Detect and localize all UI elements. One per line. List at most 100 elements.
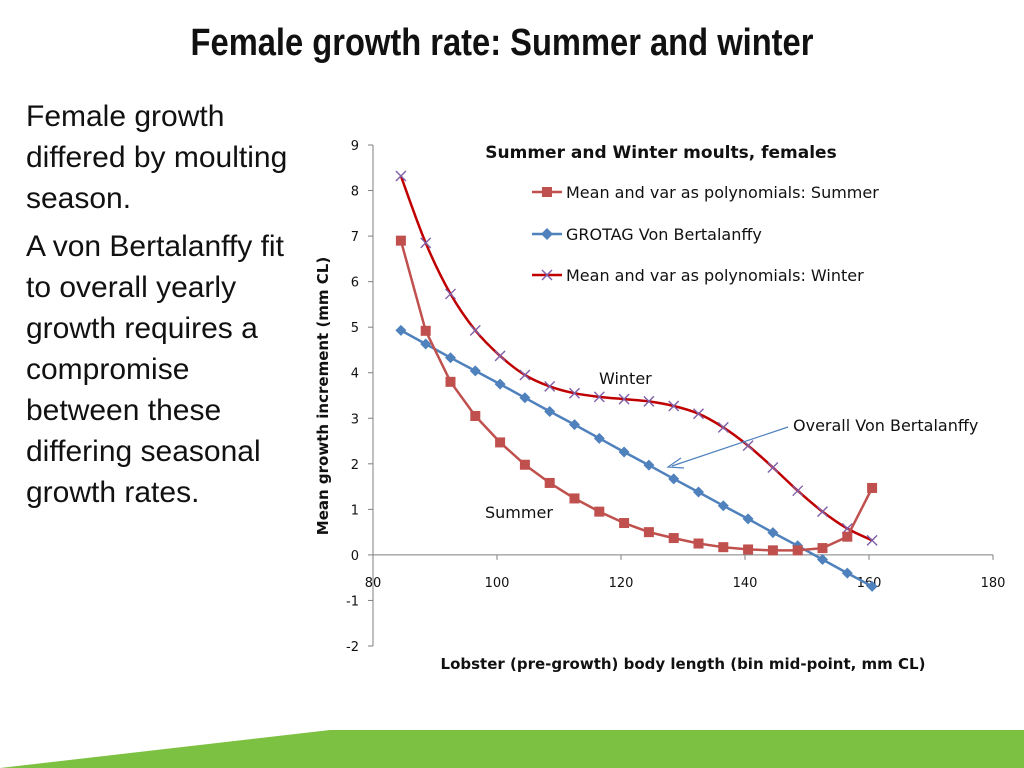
data-point-grotag <box>618 446 630 458</box>
legend-item-winter: Mean and var as polynomials: Winter <box>532 266 864 285</box>
data-point-grotag <box>395 324 407 336</box>
data-point-winter <box>792 485 804 497</box>
data-point-winter <box>469 324 481 336</box>
annotation-arrow <box>666 426 789 469</box>
data-point-grotag <box>420 338 432 350</box>
y-tick-label: 6 <box>351 276 359 291</box>
data-point-winter <box>767 461 779 473</box>
data-point-winter <box>643 395 655 407</box>
data-point-summer <box>519 459 530 470</box>
chart-title: Summer and Winter moults, females <box>485 143 836 163</box>
data-point-grotag <box>693 486 704 498</box>
x-tick-label: 80 <box>365 576 382 591</box>
x-tick-label: 120 <box>609 576 634 591</box>
data-point-summer <box>619 518 630 529</box>
y-tick-label: 4 <box>351 367 359 382</box>
data-point-grotag <box>519 392 531 404</box>
data-point-grotag <box>841 567 853 579</box>
series-line-grotag <box>400 329 873 588</box>
data-point-summer <box>792 545 803 556</box>
data-point-grotag <box>742 513 754 525</box>
data-point-grotag <box>544 405 556 417</box>
data-point-summer <box>445 376 456 387</box>
chart-axes <box>368 144 994 647</box>
legend-label-grotag: GROTAG Von Bertalanffy <box>566 225 762 244</box>
data-point-winter <box>445 288 456 300</box>
data-point-summer <box>743 544 754 555</box>
data-point-winter <box>668 400 680 412</box>
data-point-summer <box>668 533 679 544</box>
data-point-winter <box>420 237 432 249</box>
y-tick-label: -1 <box>346 594 359 609</box>
data-point-winter <box>544 380 556 392</box>
data-point-grotag <box>668 473 680 485</box>
data-point-summer <box>420 325 431 336</box>
data-point-winter <box>866 534 878 546</box>
slide-body-text: Female growth differed by moulting seaso… <box>26 96 296 520</box>
data-point-summer <box>495 437 506 448</box>
y-tick-label: 3 <box>351 412 359 427</box>
legend-label-winter: Mean and var as polynomials: Winter <box>566 266 864 285</box>
data-point-grotag <box>445 352 456 364</box>
data-point-summer <box>569 493 580 504</box>
chart-series <box>395 170 878 592</box>
data-point-winter <box>717 421 729 433</box>
x-tick-label: 140 <box>733 576 758 591</box>
data-point-summer <box>395 235 406 246</box>
annotation-overall-von-bertalanffy: Overall Von Bertalanffy <box>793 416 978 435</box>
data-point-summer <box>544 477 555 488</box>
data-point-grotag <box>767 527 779 539</box>
data-point-summer <box>842 531 853 542</box>
data-point-summer <box>470 410 481 421</box>
series-summer <box>395 235 878 556</box>
y-tick-label: 9 <box>351 139 359 154</box>
data-point-winter <box>395 170 407 182</box>
y-tick-label: 1 <box>351 503 359 518</box>
data-point-winter <box>593 391 605 403</box>
data-point-grotag <box>817 553 828 565</box>
data-point-winter <box>693 408 704 420</box>
data-point-summer <box>718 542 729 553</box>
data-point-winter <box>742 440 754 452</box>
slide-title: Female growth rate: Summer and winter <box>190 22 814 64</box>
data-point-grotag <box>569 419 580 431</box>
series-winter <box>395 170 878 546</box>
data-point-grotag <box>643 459 655 471</box>
body-paragraph-2: A von Bertalanffy fit to overall yearly … <box>26 230 284 509</box>
data-point-summer <box>643 527 654 538</box>
chart-legend: Mean and var as polynomials: Summer GROT… <box>532 183 879 285</box>
y-tick-label: 8 <box>351 185 359 200</box>
x-tick-label: 180 <box>981 576 1006 591</box>
data-point-grotag <box>717 500 729 512</box>
y-tick-label: 2 <box>351 458 359 473</box>
x-axis-label: Lobster (pre-growth) body length (bin mi… <box>441 655 926 673</box>
annotation-winter: Winter <box>599 369 652 388</box>
data-point-winter <box>519 369 531 381</box>
legend-label-summer: Mean and var as polynomials: Summer <box>566 183 879 202</box>
data-point-grotag <box>593 432 605 444</box>
legend-item-summer: Mean and var as polynomials: Summer <box>532 183 879 202</box>
body-paragraph-1: Female growth differed by moulting seaso… <box>26 100 288 215</box>
data-point-summer <box>817 543 828 554</box>
data-point-grotag <box>494 378 506 390</box>
data-point-summer <box>594 506 605 517</box>
y-tick-label: 5 <box>351 321 359 336</box>
data-point-winter <box>569 387 580 399</box>
data-point-summer <box>693 538 704 549</box>
data-point-summer <box>867 482 878 493</box>
y-tick-label: 0 <box>351 549 359 564</box>
data-point-winter <box>618 393 630 405</box>
x-tick-label: 100 <box>485 576 510 591</box>
data-point-winter <box>494 350 506 362</box>
annotation-summer: Summer <box>485 503 553 522</box>
data-point-grotag <box>866 580 878 592</box>
y-tick-label: 7 <box>351 230 359 245</box>
data-point-summer <box>767 545 778 556</box>
data-point-winter <box>817 506 828 518</box>
y-axis-label: Mean growth increment (mm CL) <box>314 257 332 535</box>
footer-green-stripe <box>0 730 1024 768</box>
y-tick-label: -2 <box>346 640 359 655</box>
